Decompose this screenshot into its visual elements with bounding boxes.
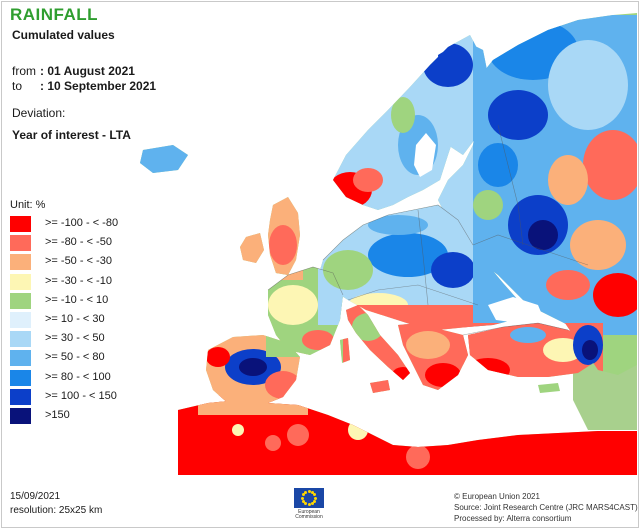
issue-date: 15/09/2021	[10, 491, 61, 502]
legend-item: >= 80 - < 100	[10, 369, 180, 386]
map-subtitle: Cumulated values	[12, 28, 115, 42]
eu-star	[313, 499, 317, 503]
from-label: from	[12, 64, 36, 78]
legend-item: >= -100 - < -80	[10, 216, 180, 232]
legend-swatch	[10, 408, 31, 424]
deviation-label: Deviation:	[12, 106, 66, 120]
legend-item: >= 50 - < 80	[10, 350, 180, 367]
eu-star	[307, 503, 311, 506]
eu-flag-icon	[294, 488, 324, 508]
logo-caption: European Commission	[284, 510, 334, 520]
eu-star	[304, 490, 308, 494]
legend-label: >= 50 - < 80	[45, 351, 105, 364]
eu-star	[301, 493, 305, 497]
legend-swatch	[10, 273, 31, 290]
from-value: : 01 August 2021	[40, 64, 135, 78]
legend-item: >= 30 - < 50	[10, 331, 180, 348]
legend-swatch	[10, 216, 31, 232]
legend-item: >150	[10, 408, 180, 424]
legend-swatch	[10, 312, 31, 328]
legend-swatch	[10, 388, 31, 405]
legend-item: >= 10 - < 30	[10, 312, 180, 328]
eu-star	[310, 490, 314, 494]
legend-swatch	[10, 235, 31, 252]
legend-swatch	[10, 369, 31, 386]
legend-label: >= -80 - < -50	[45, 236, 112, 249]
period-to: to : 10 September 2021	[12, 79, 156, 93]
to-label: to	[12, 79, 23, 93]
comparison-label: Year of interest - LTA	[12, 128, 131, 142]
legend-label: >= 100 - < 150	[45, 389, 117, 402]
eu-star	[307, 490, 311, 493]
legend-label: >= -30 - < -10	[45, 274, 112, 287]
credits: © European Union 2021 Source: Joint Rese…	[454, 491, 638, 524]
eu-star	[304, 502, 308, 506]
legend-item: >= -80 - < -50	[10, 235, 180, 252]
source-text: Source: Joint Research Centre (JRC MARS4…	[454, 503, 638, 512]
eu-star	[310, 502, 314, 506]
logo-caption-line1: European	[298, 509, 320, 515]
legend-swatch	[10, 331, 31, 348]
period-from: from : 01 August 2021	[12, 64, 135, 78]
legend-swatch	[10, 292, 31, 309]
european-commission-logo: European Commission	[284, 488, 334, 522]
processed-text: Processed by: Alterra consortium	[454, 514, 572, 523]
resolution-label: resolution: 25x25 km	[10, 505, 103, 516]
legend-label: >= 30 - < 50	[45, 332, 105, 345]
legend-unit: Unit: %	[10, 199, 46, 211]
legend-label: >= 10 - < 30	[45, 313, 105, 325]
legend-label: >= -100 - < -80	[45, 217, 119, 229]
map-title: RAINFALL	[10, 5, 99, 24]
eu-star	[314, 496, 317, 500]
legend-label: >= -10 - < 10	[45, 293, 109, 306]
legend-item: >= -30 - < -10	[10, 273, 180, 290]
legend-item: >= -50 - < -30	[10, 254, 180, 271]
copyright-text: © European Union 2021	[454, 492, 540, 501]
to-value: : 10 September 2021	[40, 79, 157, 93]
eu-star	[301, 496, 304, 500]
legend-swatch	[10, 350, 31, 367]
eu-star	[313, 493, 317, 497]
legend-label: >= 80 - < 100	[45, 370, 111, 383]
legend-label: >= -50 - < -30	[45, 255, 112, 268]
legend-label: >150	[45, 409, 70, 421]
eu-star	[301, 499, 305, 503]
rainfall-deviation-map	[140, 13, 637, 475]
logo-caption-line2: Commission	[295, 514, 323, 520]
legend-item: >= -10 - < 10	[10, 292, 180, 309]
legend-item: >= 100 - < 150	[10, 388, 180, 405]
legend-swatch	[10, 254, 31, 271]
